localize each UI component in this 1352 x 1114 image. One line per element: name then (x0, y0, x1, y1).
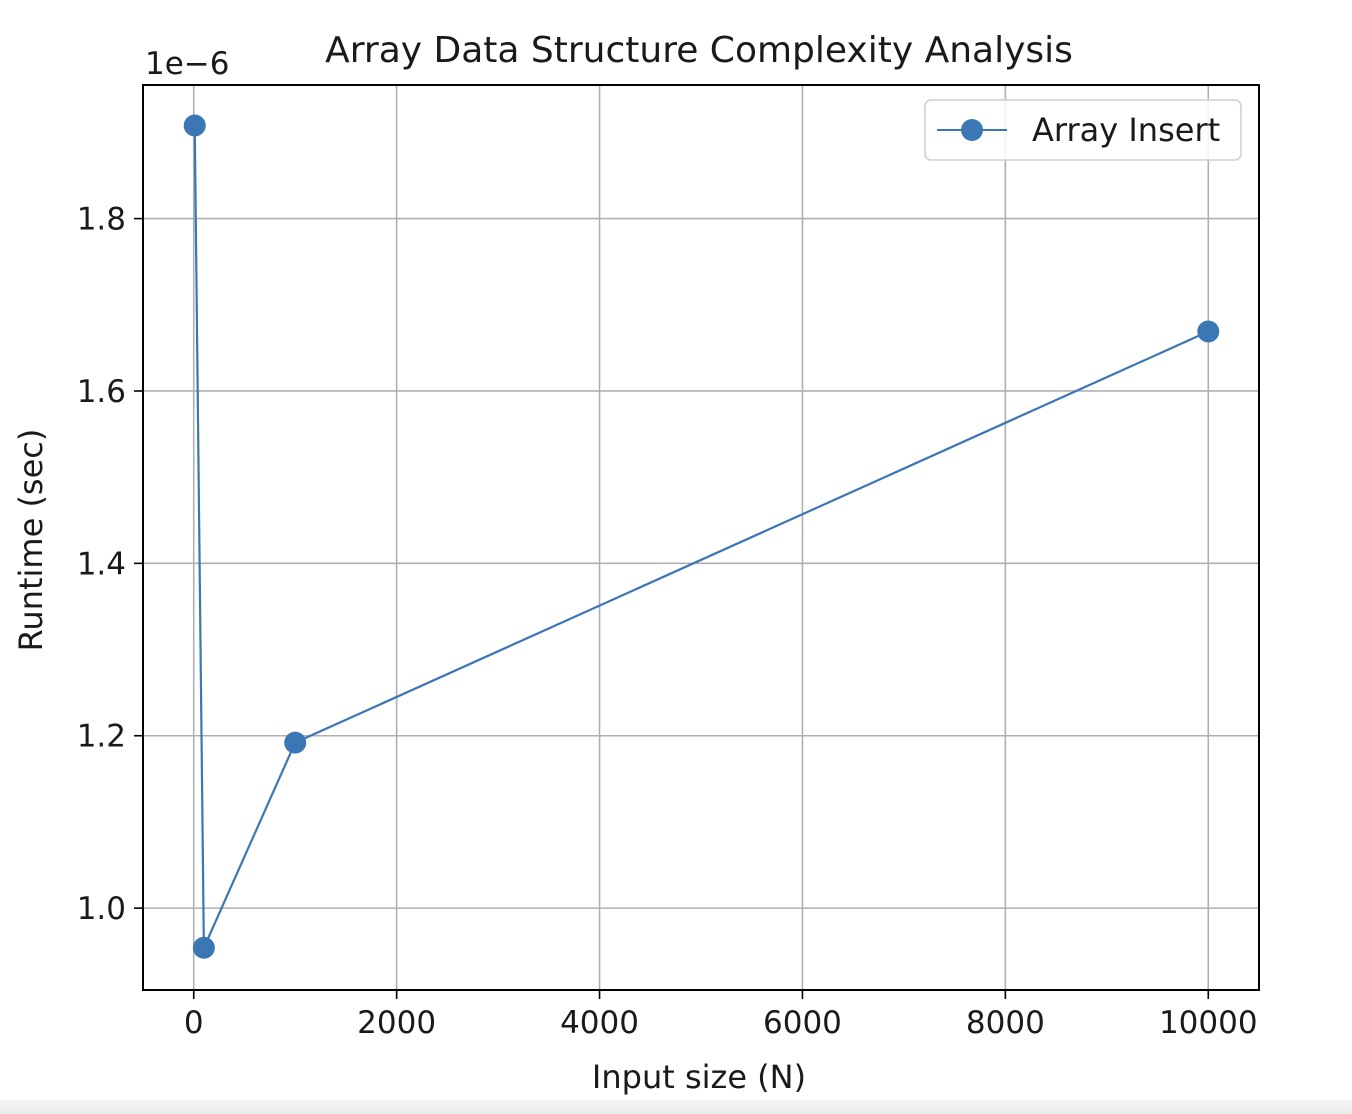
grid-layer (143, 85, 1259, 990)
legend-label: Array Insert (1032, 111, 1220, 149)
window-bottom-edge (0, 1100, 1352, 1114)
data-point (1197, 320, 1220, 343)
x-tick-label: 2000 (357, 1005, 436, 1041)
x-axis-label: Input size (N) (592, 1058, 806, 1096)
x-tick-label: 4000 (560, 1005, 639, 1041)
x-tick-label: 10000 (1159, 1005, 1258, 1041)
chart-title: Array Data Structure Complexity Analysis (325, 30, 1073, 71)
y-axis-label: Runtime (sec) (12, 429, 50, 652)
y-tick-label: 1.6 (77, 374, 126, 410)
x-tick-label: 0 (184, 1005, 204, 1041)
y-tick-label: 1.4 (77, 546, 126, 582)
legend-box (924, 99, 1242, 161)
data-point (192, 936, 215, 959)
series-layer (183, 114, 1220, 959)
tick-layer: 0 2000 4000 6000 8000 10000 1.0 1.2 1.4 1.6 1.8 (77, 202, 1258, 1041)
y-tick-label: 1.2 (77, 719, 126, 755)
y-axis-offset-label: 1e−6 (145, 46, 230, 82)
data-point (183, 114, 206, 137)
x-tick-label: 8000 (966, 1005, 1045, 1041)
y-tick-label: 1.0 (77, 891, 126, 927)
x-tick-label: 6000 (763, 1005, 842, 1041)
series-line (193, 125, 1209, 949)
legend: Array Insert (924, 99, 1242, 161)
y-tick-label: 1.8 (77, 202, 126, 238)
axes-frame (142, 84, 1260, 991)
legend-marker-swatch (961, 119, 983, 141)
data-point (284, 731, 307, 754)
